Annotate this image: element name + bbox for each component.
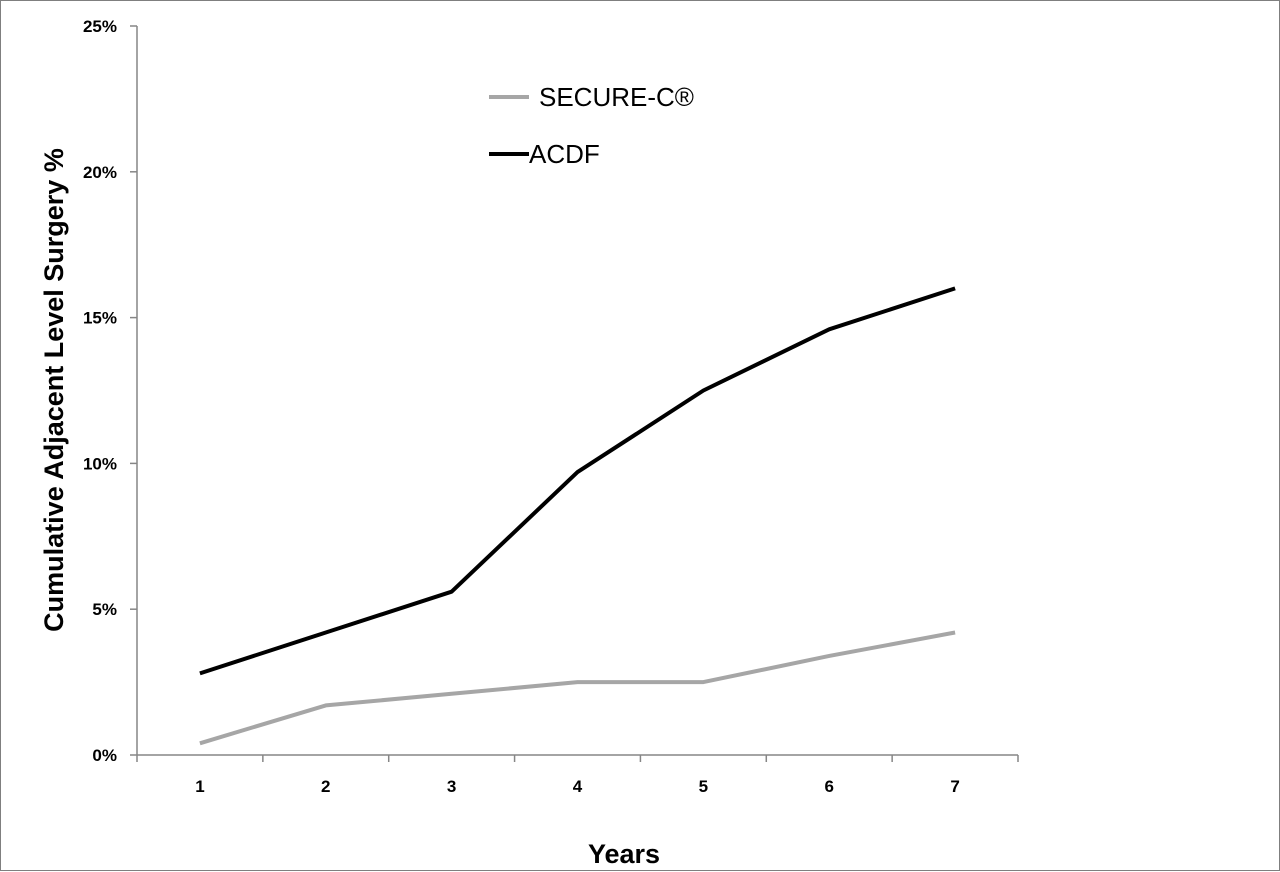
y-axis-title: Cumulative Adjacent Level Surgery % <box>39 148 69 632</box>
legend-label: ACDF <box>529 139 600 169</box>
legend-label: SECURE-C® <box>539 82 694 112</box>
y-tick-label: 5% <box>92 600 117 619</box>
y-tick-label: 10% <box>83 454 117 473</box>
y-tick-label: 0% <box>92 746 117 765</box>
x-tick-label: 3 <box>447 777 456 796</box>
x-axis-ticks: 1 2 3 4 5 6 7 <box>137 755 1018 796</box>
series-line-acdf <box>200 288 955 673</box>
legend: SECURE-C® ACDF <box>489 82 694 169</box>
x-tick-label: 6 <box>824 777 833 796</box>
series-lines <box>200 288 955 743</box>
x-tick-label: 1 <box>195 777 204 796</box>
x-tick-label: 7 <box>950 777 959 796</box>
y-tick-label: 15% <box>83 309 117 328</box>
series-line-secure-c <box>200 633 955 744</box>
y-axis-ticks: 0% 5% 10% 15% 20% 25% <box>83 17 137 765</box>
x-tick-label: 2 <box>321 777 330 796</box>
y-tick-label: 25% <box>83 17 117 36</box>
x-axis-title: Years <box>588 839 660 869</box>
x-tick-label: 4 <box>573 777 583 796</box>
x-tick-label: 5 <box>699 777 708 796</box>
y-tick-label: 20% <box>83 163 117 182</box>
